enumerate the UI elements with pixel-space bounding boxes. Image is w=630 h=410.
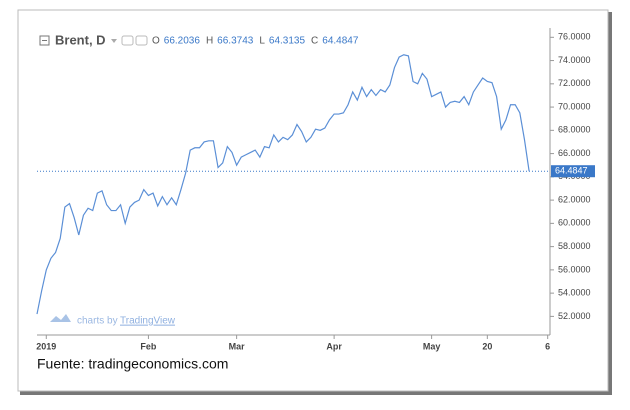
x-tick-label: Apr bbox=[326, 341, 342, 351]
y-tick-label: 74.0000 bbox=[558, 55, 591, 65]
y-tick-label: 52.0000 bbox=[558, 311, 591, 321]
ohlc-value: 66.2036 bbox=[164, 36, 201, 47]
x-tick-label: 20 bbox=[482, 341, 492, 351]
x-tick-label: Feb bbox=[140, 341, 157, 351]
y-tick-label: 62.0000 bbox=[558, 194, 591, 204]
x-tick-label: 2019 bbox=[36, 341, 56, 351]
y-tick-label: 60.0000 bbox=[558, 218, 591, 228]
x-tick-label: Mar bbox=[229, 341, 246, 351]
x-tick-label: 6 bbox=[545, 341, 550, 351]
price-line bbox=[36, 54, 530, 315]
y-tick-label: 72.0000 bbox=[558, 78, 591, 88]
y-tick-label: 76.0000 bbox=[558, 32, 591, 42]
plot: 52.0000 54.0000 56.0000 58.0000 60.0000 62.00… bbox=[36, 28, 595, 351]
y-tick-label: 66.0000 bbox=[558, 148, 591, 158]
watermark-brand[interactable]: TradingView bbox=[120, 316, 176, 327]
collapse-icon[interactable] bbox=[39, 35, 50, 46]
ohlc-key: O bbox=[152, 36, 160, 47]
watermark-text: charts by bbox=[77, 316, 118, 327]
ohlc-key: L bbox=[259, 36, 265, 47]
y-tick-label: 54.0000 bbox=[558, 288, 591, 298]
ohlc-value: 64.4847 bbox=[322, 36, 359, 47]
watermark-logo bbox=[50, 314, 71, 322]
last-price-box bbox=[551, 165, 595, 178]
x-tick-label: May bbox=[423, 341, 441, 351]
settings-icon[interactable] bbox=[121, 35, 134, 46]
symbol: Brent, D bbox=[55, 32, 106, 47]
close-icon[interactable] bbox=[135, 35, 148, 46]
frame bbox=[17, 9, 609, 392]
dropdown-arrow[interactable] bbox=[111, 39, 117, 43]
ohlc-value: 64.3135 bbox=[269, 36, 306, 47]
ohlc-key: C bbox=[311, 36, 318, 47]
ohlc-key: H bbox=[206, 36, 213, 47]
source: Fuente: tradingeconomics.com bbox=[37, 356, 228, 372]
ohlc: O 66.2036 H 66.3743 L 64.3135 C 64.4847 bbox=[152, 36, 359, 47]
last-price-label: 64.4847 bbox=[555, 166, 588, 176]
y-tick-label: 58.0000 bbox=[558, 241, 591, 251]
y-tick-label: 70.0000 bbox=[558, 101, 591, 111]
y-tick-label: 56.0000 bbox=[558, 264, 591, 274]
ohlc-value: 66.3743 bbox=[217, 36, 254, 47]
y-tick-label: 68.0000 bbox=[558, 125, 591, 135]
